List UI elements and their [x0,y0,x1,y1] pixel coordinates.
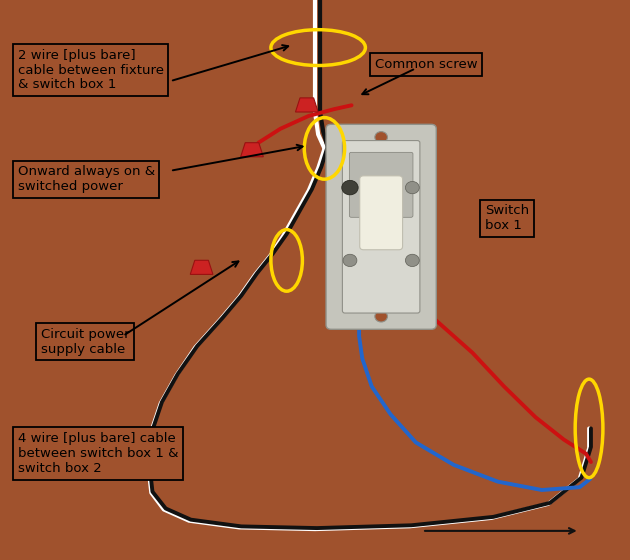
Text: Common screw: Common screw [375,58,478,71]
Text: Switch
box 1: Switch box 1 [485,204,529,232]
Circle shape [341,180,358,195]
Text: 4 wire [plus bare] cable
between switch box 1 &
switch box 2: 4 wire [plus bare] cable between switch … [18,432,178,475]
Circle shape [406,181,420,194]
Circle shape [343,254,357,267]
FancyBboxPatch shape [349,152,413,217]
Circle shape [375,311,387,322]
Polygon shape [295,98,318,112]
Ellipse shape [365,128,397,147]
Circle shape [343,181,357,194]
Circle shape [406,254,420,267]
FancyBboxPatch shape [326,124,436,329]
FancyBboxPatch shape [343,141,420,313]
Polygon shape [190,260,213,274]
Text: Onward always on &
switched power: Onward always on & switched power [18,165,155,193]
FancyBboxPatch shape [360,176,403,250]
Text: 2 wire [plus bare]
cable between fixture
& switch box 1: 2 wire [plus bare] cable between fixture… [18,49,164,91]
Text: Circuit power
supply cable: Circuit power supply cable [41,328,130,356]
Polygon shape [241,143,263,157]
Circle shape [375,132,387,143]
Ellipse shape [365,307,397,326]
